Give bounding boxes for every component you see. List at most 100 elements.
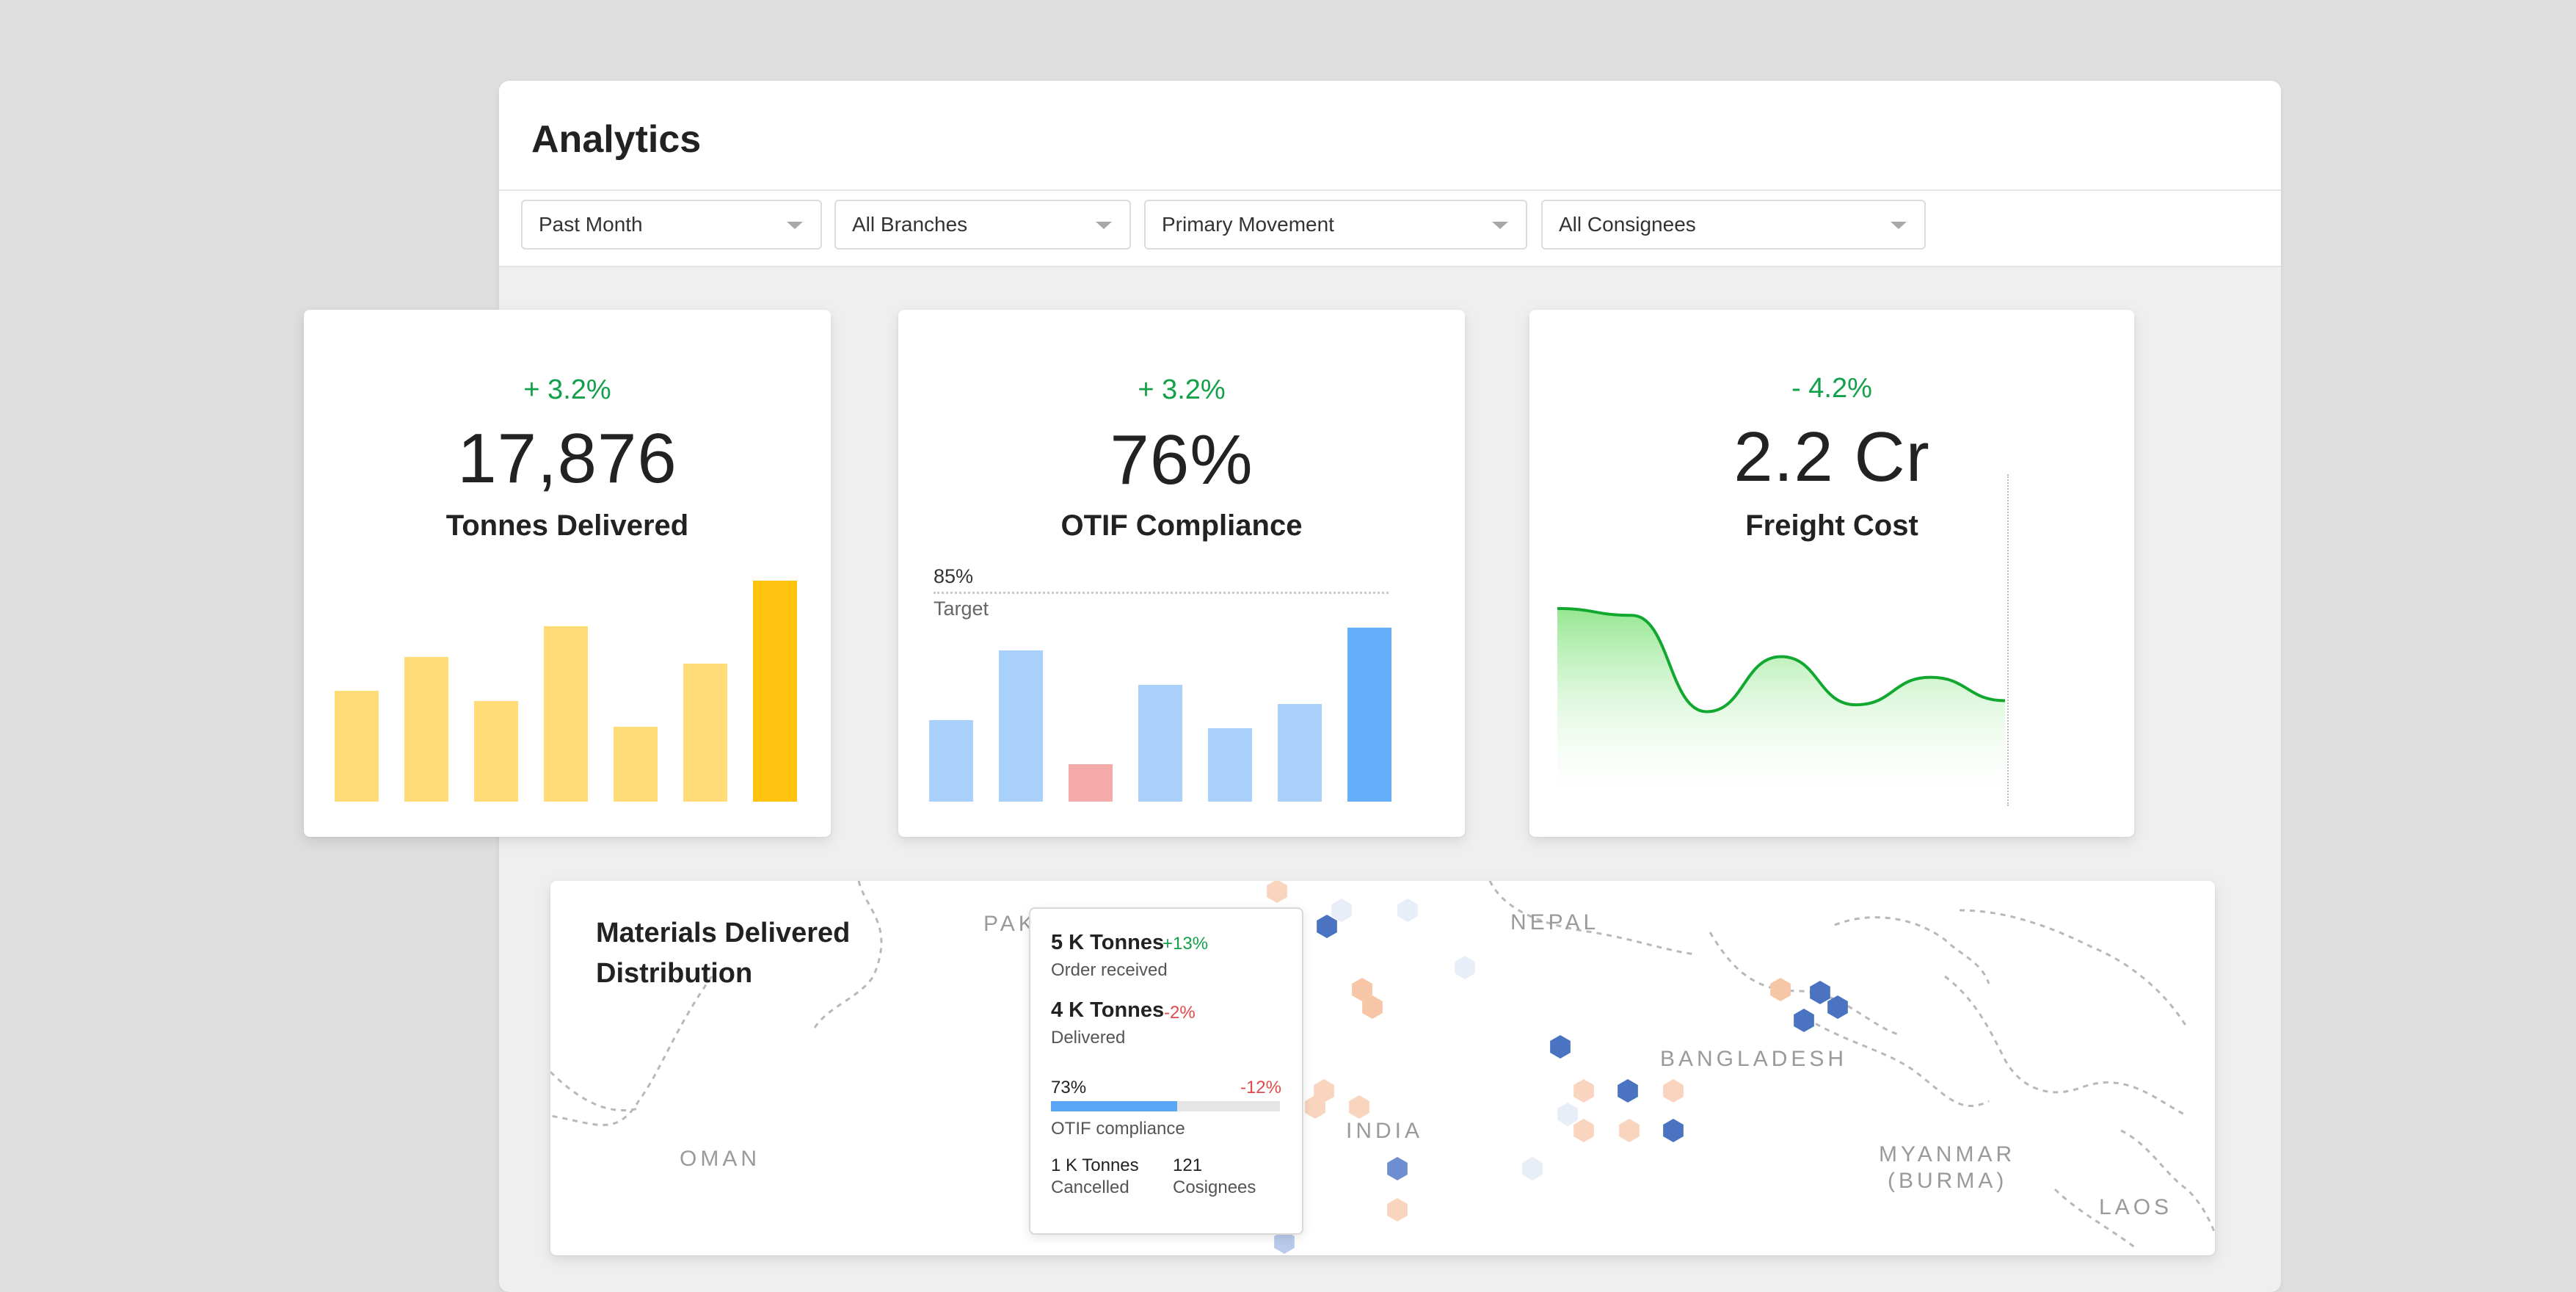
delivered-label: Delivered (1051, 1028, 1126, 1048)
hexbin (1794, 1009, 1814, 1032)
consignees-label: Cosignees (1173, 1177, 1256, 1197)
country-label-oman: OMAN (680, 1147, 760, 1171)
hexbin (1387, 1157, 1408, 1180)
country-label-pakistan: PAK (983, 912, 1037, 936)
cancelled-label: Cancelled (1051, 1177, 1129, 1197)
country-label-laos: LAOS (2099, 1195, 2173, 1219)
chevron-down-icon (787, 222, 803, 229)
chart-bar (404, 656, 448, 802)
country-label-burma: (BURMA) (1888, 1169, 2008, 1193)
hexbin (1619, 1119, 1640, 1142)
hexbin (1770, 978, 1791, 1001)
branch-dropdown[interactable]: All Branches (834, 200, 1131, 250)
hexbin (1550, 1035, 1571, 1059)
otif-progress-fill (1051, 1101, 1177, 1111)
hexbin (1557, 1103, 1578, 1126)
area-fill (1557, 608, 2005, 809)
chevron-down-icon (1492, 222, 1508, 229)
kpi-card-freight[interactable]: - 4.2% 2.2 Cr Freight Cost (1529, 310, 2134, 837)
movement-dropdown-label: Primary Movement (1162, 213, 1334, 236)
kpi-delta: + 3.2% (523, 374, 611, 405)
order-label: Order received (1051, 960, 1168, 980)
otif-progress-track (1051, 1101, 1280, 1111)
hexbin (1317, 915, 1337, 938)
kpi-card-otif[interactable]: + 3.2% 76% OTIF Compliance 85% Target (898, 310, 1465, 837)
consignees-value: 121 (1173, 1155, 1203, 1175)
delivered-value: 4 K Tonnes (1051, 998, 1165, 1022)
hexbin (1331, 899, 1352, 922)
hexbin (1827, 995, 1848, 1019)
hexbin (1387, 1198, 1408, 1222)
map-title: Materials Delivered Distribution (596, 913, 850, 994)
chart-bar (1347, 628, 1391, 802)
period-dropdown[interactable]: Past Month (521, 200, 822, 250)
hexbin (1618, 1079, 1638, 1103)
hexbin (1397, 899, 1418, 922)
hexbin (1522, 1157, 1543, 1180)
map-title-line2: Distribution (596, 958, 753, 989)
cursor-line (2007, 474, 2009, 806)
chevron-down-icon (1096, 222, 1112, 229)
hexbin (1573, 1119, 1594, 1142)
branch-dropdown-label: All Branches (852, 213, 968, 236)
chart-bar (929, 720, 973, 802)
hexbin (1305, 1095, 1325, 1119)
chart-bar (474, 700, 518, 802)
kpi-value: 17,876 (457, 419, 677, 498)
hexbin (1267, 881, 1287, 903)
chart-bar (1278, 704, 1322, 802)
chart-bar (1138, 684, 1182, 802)
kpi-card-tonnes[interactable]: + 3.2% 17,876 Tonnes Delivered (304, 310, 831, 837)
borders (550, 881, 2215, 1249)
chart-bar (614, 727, 658, 802)
map-tooltip: 5 K Tonnes +13% Order received 4 K Tonne… (1029, 907, 1303, 1235)
kpi-label: Freight Cost (1745, 509, 1918, 542)
area-line (1557, 606, 2006, 714)
chart-bar (1069, 764, 1113, 802)
page-header: Analytics (499, 81, 2281, 191)
chart-bar (1208, 728, 1252, 802)
kpi-delta: - 4.2% (1791, 373, 1872, 404)
map-card[interactable]: Materials Delivered Distribution PAK NEP… (550, 881, 2215, 1255)
chevron-down-icon (1891, 222, 1907, 229)
target-value: 85% (934, 565, 974, 587)
period-dropdown-label: Past Month (539, 213, 643, 236)
country-label-myanmar: MYANMAR (1879, 1142, 2016, 1166)
hexbin (1810, 981, 1830, 1004)
otif-label: OTIF compliance (1051, 1119, 1185, 1139)
consignee-dropdown[interactable]: All Consignees (1541, 200, 1926, 250)
page-title: Analytics (531, 118, 702, 161)
hexbin (1455, 956, 1475, 979)
region-map (550, 881, 2215, 1254)
otif-value: 73% (1051, 1078, 1087, 1097)
order-delta: +13% (1163, 934, 1209, 954)
hexbin (1663, 1079, 1684, 1103)
hexbin (1349, 1095, 1369, 1119)
target-label: Target (934, 598, 989, 620)
otif-delta: -12% (1240, 1078, 1281, 1097)
hexbins (1267, 881, 1848, 1254)
hexbin (1314, 1079, 1334, 1103)
movement-dropdown[interactable]: Primary Movement (1144, 200, 1527, 250)
chart-bar (753, 580, 797, 802)
country-label-nepal: NEPAL (1510, 910, 1600, 934)
consignee-dropdown-label: All Consignees (1559, 213, 1696, 236)
kpi-value: 76% (1110, 421, 1254, 499)
hexbin (1274, 1230, 1295, 1254)
cancelled-value: 1 K Tonnes (1051, 1155, 1139, 1175)
country-label-india: INDIA (1346, 1119, 1424, 1143)
order-value: 5 K Tonnes (1051, 931, 1165, 954)
kpi-value: 2.2 Cr (1733, 418, 1930, 496)
tonnes-bar-chart (335, 574, 800, 802)
kpi-label: Tonnes Delivered (445, 509, 689, 542)
chart-bar (335, 691, 379, 802)
hexbin (1573, 1079, 1594, 1103)
chart-bar (544, 625, 588, 802)
otif-bar-chart (929, 574, 1436, 802)
map-title-line1: Materials Delivered (596, 918, 851, 948)
freight-area-chart (1557, 606, 2006, 809)
hexbin (1362, 995, 1383, 1019)
country-label-bangladesh: BANGLADESH (1660, 1047, 1848, 1071)
delivered-delta: -2% (1164, 1003, 1196, 1023)
hexbin (1663, 1119, 1684, 1142)
